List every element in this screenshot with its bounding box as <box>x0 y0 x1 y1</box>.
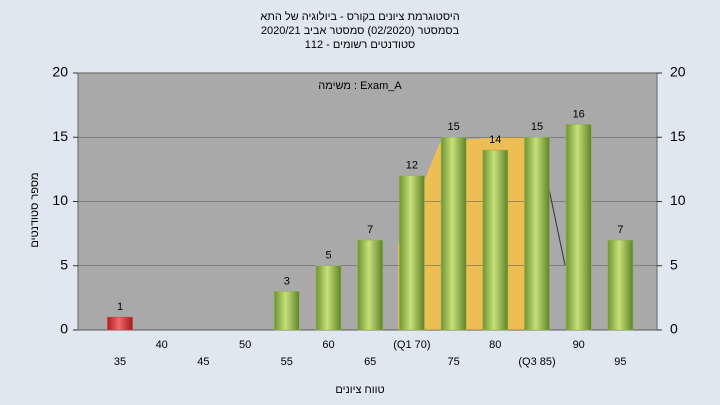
value-label: 1 <box>117 301 123 313</box>
bar <box>607 239 634 331</box>
x-tick-label: (Q1 70) <box>393 339 430 351</box>
x-tick-label: 95 <box>614 356 626 368</box>
y2-tick-label: 20 <box>670 64 686 80</box>
y2-tick-label: 10 <box>670 192 686 208</box>
x-tick-label: 90 <box>573 339 585 351</box>
x-axis-label: טווח ציונים <box>335 384 384 396</box>
value-label: 14 <box>489 134 501 146</box>
bar <box>524 137 550 331</box>
annotation: משימה : Exam_A <box>318 80 402 92</box>
value-label: 15 <box>531 121 543 133</box>
value-label: 7 <box>617 224 623 236</box>
bar <box>315 265 342 331</box>
y2-tick-label: 0 <box>670 321 678 337</box>
bar <box>107 316 133 331</box>
y-tick-label: 20 <box>52 64 68 80</box>
y-tick-label: 5 <box>60 256 68 272</box>
title-line: בסמסטר (02/2020) סמסטר אביב 2020/21 <box>261 25 460 37</box>
x-tick-label: 65 <box>364 356 376 368</box>
x-tick-label: 55 <box>281 356 293 368</box>
x-tick-label: 80 <box>489 339 501 351</box>
x-tick-label: 45 <box>197 356 209 368</box>
x-tick-label: 40 <box>156 339 168 351</box>
value-label: 12 <box>406 160 418 172</box>
quartile-area <box>398 137 545 330</box>
x-tick-label: (Q3 85) <box>518 356 555 368</box>
y-axis-label: מספר סטודנטים <box>29 172 41 247</box>
title-line: סטודנטים רשומים - 112 <box>305 39 416 51</box>
bar <box>440 137 467 331</box>
x-tick-label: 35 <box>114 356 126 368</box>
x-tick-label: 75 <box>447 356 459 368</box>
value-label: 7 <box>367 224 373 236</box>
bar <box>357 239 383 331</box>
y-tick-label: 0 <box>60 321 68 337</box>
y-tick-label: 10 <box>52 192 68 208</box>
bar <box>399 175 425 331</box>
title-line: היסטוגרמת ציונים בקורס - ביולוגיה של התא <box>260 10 459 23</box>
x-tick-label: 50 <box>239 339 251 351</box>
y-tick-label: 15 <box>52 128 68 144</box>
value-label: 5 <box>325 250 331 262</box>
value-label: 16 <box>573 108 585 120</box>
x-tick-label: 60 <box>322 339 334 351</box>
value-label: 3 <box>284 275 290 287</box>
y2-tick-label: 5 <box>670 256 678 272</box>
y2-tick-label: 15 <box>670 128 686 144</box>
bar <box>565 124 592 331</box>
value-label: 15 <box>447 121 459 133</box>
bar <box>482 149 509 331</box>
bar <box>274 291 300 331</box>
